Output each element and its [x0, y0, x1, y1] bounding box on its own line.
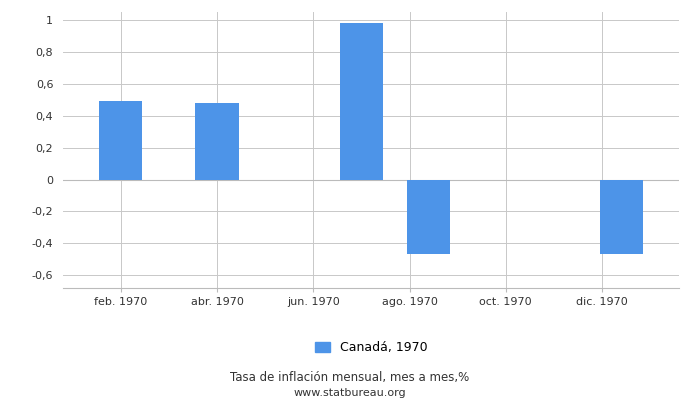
Text: www.statbureau.org: www.statbureau.org	[294, 388, 406, 398]
Bar	[340, 23, 383, 180]
Bar	[407, 180, 450, 254]
Legend: Canadá, 1970: Canadá, 1970	[309, 336, 433, 359]
Bar	[195, 103, 239, 180]
Text: Tasa de inflación mensual, mes a mes,%: Tasa de inflación mensual, mes a mes,%	[230, 372, 470, 384]
Bar	[600, 180, 643, 254]
Bar	[99, 101, 142, 180]
